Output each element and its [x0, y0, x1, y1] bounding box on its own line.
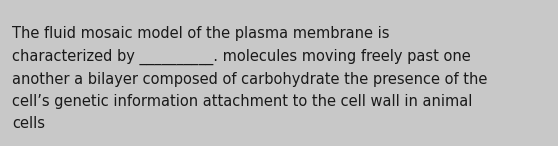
Text: The fluid mosaic model of the plasma membrane is
characterized by __________. mo: The fluid mosaic model of the plasma mem…	[12, 26, 488, 131]
